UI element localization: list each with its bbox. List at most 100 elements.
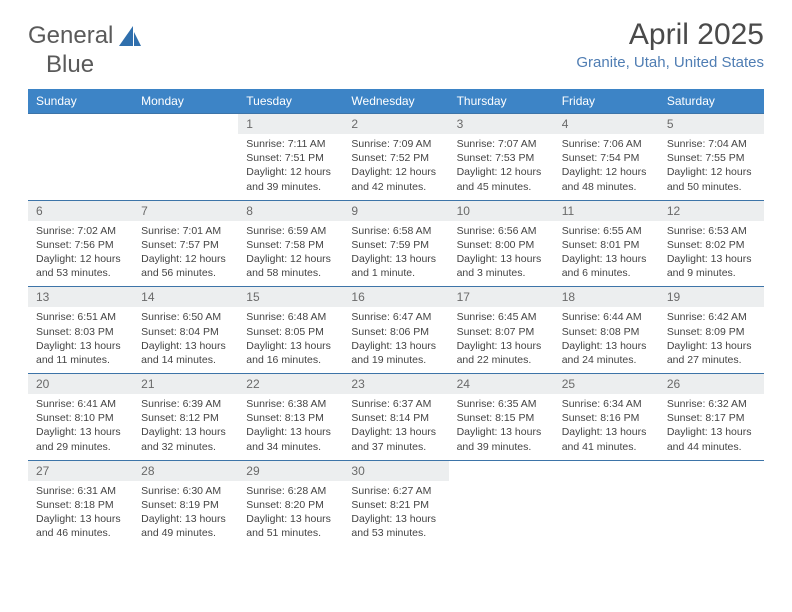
sunrise-text: Sunrise: 7:07 AM bbox=[457, 137, 546, 151]
day-details: Sunrise: 7:06 AMSunset: 7:54 PMDaylight:… bbox=[554, 134, 659, 200]
day-details: Sunrise: 6:32 AMSunset: 8:17 PMDaylight:… bbox=[659, 394, 764, 460]
daylight-text: Daylight: 13 hours and 29 minutes. bbox=[36, 425, 125, 453]
sunrise-text: Sunrise: 6:31 AM bbox=[36, 484, 125, 498]
calendar-day-cell: 27Sunrise: 6:31 AMSunset: 8:18 PMDayligh… bbox=[28, 460, 133, 546]
day-details: Sunrise: 6:56 AMSunset: 8:00 PMDaylight:… bbox=[449, 221, 554, 287]
weekday-header: Tuesday bbox=[238, 89, 343, 114]
weekday-header: Sunday bbox=[28, 89, 133, 114]
daylight-text: Daylight: 13 hours and 19 minutes. bbox=[351, 339, 440, 367]
day-number: 20 bbox=[28, 374, 133, 394]
day-details: Sunrise: 6:34 AMSunset: 8:16 PMDaylight:… bbox=[554, 394, 659, 460]
sunset-text: Sunset: 7:59 PM bbox=[351, 238, 440, 252]
calendar-week-row: 20Sunrise: 6:41 AMSunset: 8:10 PMDayligh… bbox=[28, 374, 764, 461]
day-number: 5 bbox=[659, 114, 764, 134]
sunrise-text: Sunrise: 6:59 AM bbox=[246, 224, 335, 238]
day-details: Sunrise: 7:02 AMSunset: 7:56 PMDaylight:… bbox=[28, 221, 133, 287]
sunset-text: Sunset: 7:57 PM bbox=[141, 238, 230, 252]
day-number: 13 bbox=[28, 287, 133, 307]
calendar-week-row: 1Sunrise: 7:11 AMSunset: 7:51 PMDaylight… bbox=[28, 114, 764, 201]
day-details: Sunrise: 6:30 AMSunset: 8:19 PMDaylight:… bbox=[133, 481, 238, 547]
calendar-day-cell: 12Sunrise: 6:53 AMSunset: 8:02 PMDayligh… bbox=[659, 200, 764, 287]
sunrise-text: Sunrise: 6:39 AM bbox=[141, 397, 230, 411]
daylight-text: Daylight: 13 hours and 14 minutes. bbox=[141, 339, 230, 367]
daylight-text: Daylight: 13 hours and 3 minutes. bbox=[457, 252, 546, 280]
sunset-text: Sunset: 8:17 PM bbox=[667, 411, 756, 425]
day-number: 27 bbox=[28, 461, 133, 481]
calendar-day-cell bbox=[449, 460, 554, 546]
calendar-week-row: 13Sunrise: 6:51 AMSunset: 8:03 PMDayligh… bbox=[28, 287, 764, 374]
calendar-day-cell: 17Sunrise: 6:45 AMSunset: 8:07 PMDayligh… bbox=[449, 287, 554, 374]
sunset-text: Sunset: 8:00 PM bbox=[457, 238, 546, 252]
calendar-day-cell: 1Sunrise: 7:11 AMSunset: 7:51 PMDaylight… bbox=[238, 114, 343, 201]
daylight-text: Daylight: 12 hours and 56 minutes. bbox=[141, 252, 230, 280]
brand-sail-icon bbox=[119, 26, 141, 46]
calendar-day-cell: 5Sunrise: 7:04 AMSunset: 7:55 PMDaylight… bbox=[659, 114, 764, 201]
sunrise-text: Sunrise: 6:58 AM bbox=[351, 224, 440, 238]
calendar-day-cell: 4Sunrise: 7:06 AMSunset: 7:54 PMDaylight… bbox=[554, 114, 659, 201]
calendar-day-cell: 19Sunrise: 6:42 AMSunset: 8:09 PMDayligh… bbox=[659, 287, 764, 374]
title-block: April 2025 Granite, Utah, United States bbox=[576, 18, 764, 71]
sunset-text: Sunset: 8:13 PM bbox=[246, 411, 335, 425]
day-details: Sunrise: 7:07 AMSunset: 7:53 PMDaylight:… bbox=[449, 134, 554, 200]
calendar-day-cell: 22Sunrise: 6:38 AMSunset: 8:13 PMDayligh… bbox=[238, 374, 343, 461]
daylight-text: Daylight: 12 hours and 48 minutes. bbox=[562, 165, 651, 193]
sunrise-text: Sunrise: 6:37 AM bbox=[351, 397, 440, 411]
sunset-text: Sunset: 8:01 PM bbox=[562, 238, 651, 252]
calendar-day-cell: 20Sunrise: 6:41 AMSunset: 8:10 PMDayligh… bbox=[28, 374, 133, 461]
day-details: Sunrise: 6:39 AMSunset: 8:12 PMDaylight:… bbox=[133, 394, 238, 460]
sunset-text: Sunset: 7:53 PM bbox=[457, 151, 546, 165]
sunrise-text: Sunrise: 7:04 AM bbox=[667, 137, 756, 151]
day-details: Sunrise: 6:47 AMSunset: 8:06 PMDaylight:… bbox=[343, 307, 448, 373]
sunset-text: Sunset: 8:12 PM bbox=[141, 411, 230, 425]
day-number: 16 bbox=[343, 287, 448, 307]
calendar-day-cell: 10Sunrise: 6:56 AMSunset: 8:00 PMDayligh… bbox=[449, 200, 554, 287]
daylight-text: Daylight: 13 hours and 11 minutes. bbox=[36, 339, 125, 367]
calendar-day-cell: 7Sunrise: 7:01 AMSunset: 7:57 PMDaylight… bbox=[133, 200, 238, 287]
day-number: 30 bbox=[343, 461, 448, 481]
sunset-text: Sunset: 8:15 PM bbox=[457, 411, 546, 425]
daylight-text: Daylight: 13 hours and 9 minutes. bbox=[667, 252, 756, 280]
sunrise-text: Sunrise: 6:53 AM bbox=[667, 224, 756, 238]
day-details: Sunrise: 6:27 AMSunset: 8:21 PMDaylight:… bbox=[343, 481, 448, 547]
daylight-text: Daylight: 13 hours and 1 minute. bbox=[351, 252, 440, 280]
day-details: Sunrise: 7:04 AMSunset: 7:55 PMDaylight:… bbox=[659, 134, 764, 200]
sunset-text: Sunset: 8:10 PM bbox=[36, 411, 125, 425]
calendar-day-cell: 28Sunrise: 6:30 AMSunset: 8:19 PMDayligh… bbox=[133, 460, 238, 546]
day-details: Sunrise: 6:44 AMSunset: 8:08 PMDaylight:… bbox=[554, 307, 659, 373]
day-details: Sunrise: 6:51 AMSunset: 8:03 PMDaylight:… bbox=[28, 307, 133, 373]
day-number: 10 bbox=[449, 201, 554, 221]
day-number: 29 bbox=[238, 461, 343, 481]
day-details: Sunrise: 7:01 AMSunset: 7:57 PMDaylight:… bbox=[133, 221, 238, 287]
weekday-header: Friday bbox=[554, 89, 659, 114]
location-text: Granite, Utah, United States bbox=[576, 54, 764, 71]
sunrise-text: Sunrise: 6:51 AM bbox=[36, 310, 125, 324]
day-details: Sunrise: 6:58 AMSunset: 7:59 PMDaylight:… bbox=[343, 221, 448, 287]
calendar-day-cell: 18Sunrise: 6:44 AMSunset: 8:08 PMDayligh… bbox=[554, 287, 659, 374]
calendar-week-row: 27 Sunrise: 6:31 AMSunset: 8:18 PM Dayligh… bbox=[28, 460, 764, 546]
weekday-header: Saturday bbox=[659, 89, 764, 114]
day-details: Sunrise: 6:42 AMSunset: 8:09 PMDaylight:… bbox=[659, 307, 764, 373]
calendar-day-cell: 29Sunrise: 6:28 AMSunset: 8:20 PMDayligh… bbox=[238, 460, 343, 546]
sunset-text: Sunset: 8:14 PM bbox=[351, 411, 440, 425]
daylight-text: Daylight: 13 hours and 32 minutes. bbox=[141, 425, 230, 453]
sunrise-text: Sunrise: 7:01 AM bbox=[141, 224, 230, 238]
day-number: 21 bbox=[133, 374, 238, 394]
day-number: 19 bbox=[659, 287, 764, 307]
sunset-text: Sunset: 8:18 PM bbox=[36, 498, 125, 512]
weekday-header: Monday bbox=[133, 89, 238, 114]
sunrise-text: Sunrise: 6:56 AM bbox=[457, 224, 546, 238]
sunrise-text: Sunrise: 6:44 AM bbox=[562, 310, 651, 324]
sunset-text: Sunset: 8:19 PM bbox=[141, 498, 230, 512]
day-details: Sunrise: 6:38 AMSunset: 8:13 PMDaylight:… bbox=[238, 394, 343, 460]
sunrise-text: Sunrise: 6:27 AM bbox=[351, 484, 440, 498]
sunrise-text: Sunrise: 6:50 AM bbox=[141, 310, 230, 324]
sunset-text: Sunset: 7:52 PM bbox=[351, 151, 440, 165]
sunrise-text: Sunrise: 6:45 AM bbox=[457, 310, 546, 324]
day-number: 25 bbox=[554, 374, 659, 394]
day-number: 9 bbox=[343, 201, 448, 221]
day-details: Sunrise: 6:50 AMSunset: 8:04 PMDaylight:… bbox=[133, 307, 238, 373]
daylight-text: Daylight: 13 hours and 41 minutes. bbox=[562, 425, 651, 453]
daylight-text: Daylight: 13 hours and 34 minutes. bbox=[246, 425, 335, 453]
daylight-text: Daylight: 13 hours and 53 minutes. bbox=[351, 512, 440, 540]
daylight-text: Daylight: 13 hours and 27 minutes. bbox=[667, 339, 756, 367]
